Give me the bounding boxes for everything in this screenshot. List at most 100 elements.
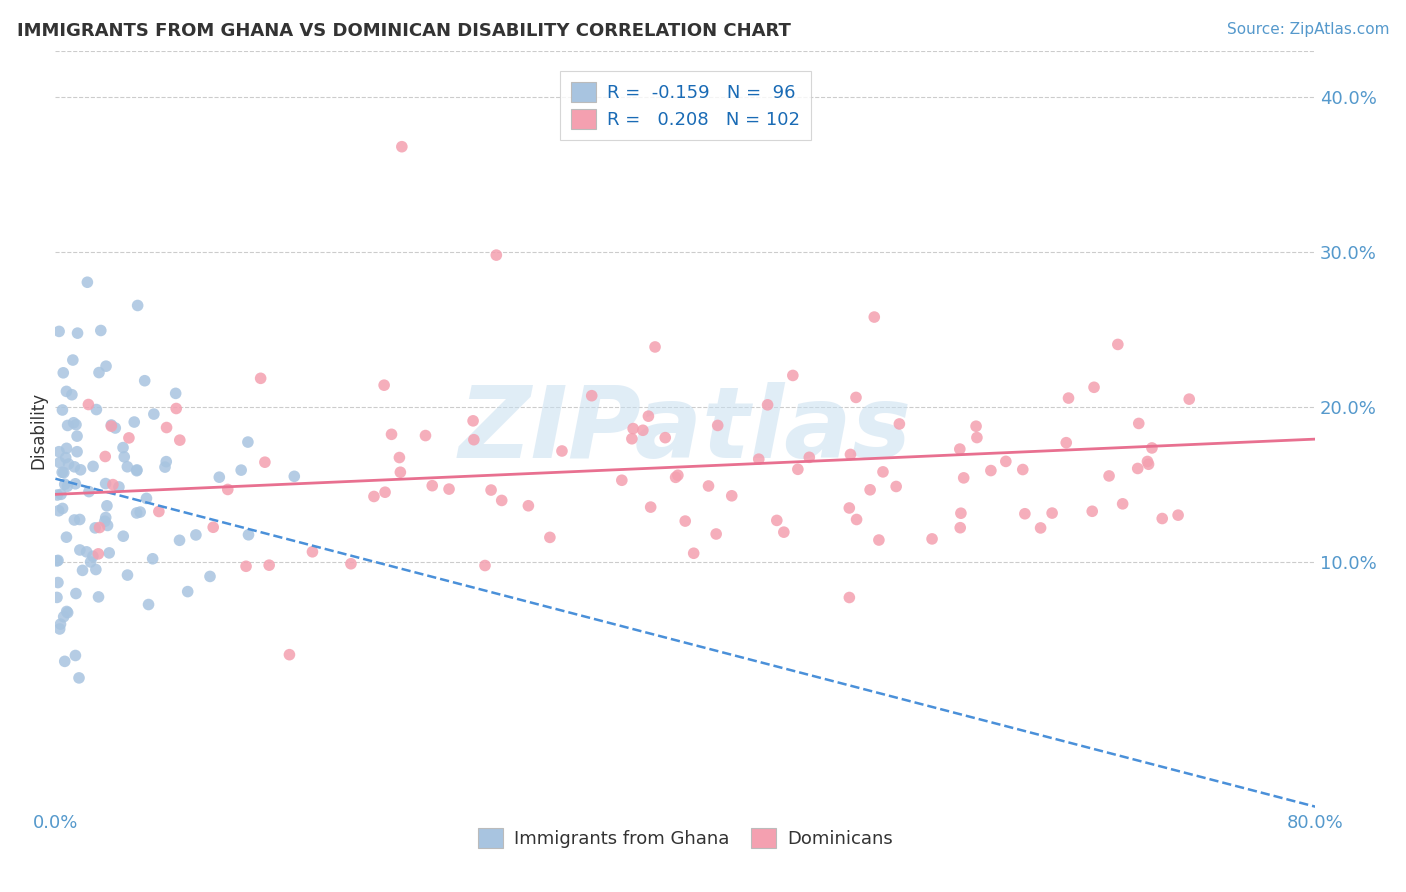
Point (373, 378, 395, 392)
Point (65, 586, 87, 600)
Point (138, 598, 160, 612)
Point (697, 479, 720, 493)
Point (517, 499, 540, 513)
Point (868, 533, 890, 547)
Point (949, 442, 972, 456)
Point (474, 558, 496, 573)
Point (463, 433, 485, 447)
Point (772, 525, 794, 540)
Point (52, 366, 75, 380)
Point (363, 490, 385, 504)
Point (84, 562, 107, 576)
Point (1011, 462, 1033, 476)
Point (1081, 504, 1104, 518)
Point (980, 464, 1002, 478)
Point (65, 417, 87, 432)
Point (666, 468, 689, 483)
Point (125, 464, 148, 478)
Point (889, 417, 911, 431)
Point (86, 402, 108, 417)
Point (631, 423, 654, 437)
Point (278, 648, 301, 662)
Point (236, 435, 259, 450)
Point (1126, 461, 1149, 475)
Point (155, 455, 177, 469)
Point (65, 648, 87, 663)
Point (84, 521, 107, 535)
Point (122, 415, 145, 429)
Point (127, 298, 149, 312)
Point (949, 506, 972, 520)
Point (60, 388, 83, 402)
Point (129, 505, 152, 519)
Point (340, 557, 363, 571)
Point (46, 553, 69, 567)
Point (184, 528, 207, 542)
Text: ZIPatlas: ZIPatlas (458, 382, 912, 479)
Point (153, 460, 176, 475)
Point (1140, 441, 1163, 455)
Point (104, 421, 127, 435)
Point (461, 414, 484, 428)
Point (765, 513, 787, 527)
Point (704, 527, 727, 541)
Point (621, 421, 644, 435)
Legend: R =  -0.159   N =  96, R =   0.208   N = 102: R = -0.159 N = 96, R = 0.208 N = 102 (560, 71, 811, 140)
Point (51, 403, 73, 417)
Point (94, 514, 117, 528)
Point (1152, 511, 1174, 525)
Point (55, 384, 77, 399)
Point (301, 545, 323, 559)
Point (748, 452, 770, 467)
Point (845, 391, 868, 405)
Point (46, 554, 69, 568)
Y-axis label: Disability: Disability (30, 392, 46, 468)
Point (52, 466, 75, 480)
Point (838, 500, 860, 515)
Text: Source: ZipAtlas.com: Source: ZipAtlas.com (1226, 22, 1389, 37)
Point (665, 470, 688, 484)
Point (118, 431, 141, 445)
Point (67, 671, 90, 685)
Point (87, 590, 110, 604)
Point (1107, 337, 1129, 351)
Point (838, 591, 860, 605)
Point (756, 398, 779, 412)
Point (55, 442, 77, 456)
Point (884, 479, 907, 493)
Point (94, 450, 117, 464)
Point (1014, 507, 1036, 521)
Point (859, 483, 882, 497)
Point (1098, 469, 1121, 483)
Point (202, 520, 225, 534)
Point (863, 310, 886, 324)
Point (55, 530, 77, 544)
Point (96, 499, 118, 513)
Point (112, 529, 135, 543)
Point (76, 545, 98, 559)
Point (1057, 391, 1080, 405)
Point (56, 479, 79, 493)
Point (706, 418, 728, 433)
Point (437, 482, 460, 496)
Point (1136, 454, 1159, 468)
Point (51, 501, 73, 516)
Point (56, 418, 79, 433)
Point (63, 513, 86, 527)
Point (96, 518, 118, 533)
Point (1137, 457, 1160, 471)
Point (1167, 508, 1189, 523)
Point (415, 428, 437, 442)
Point (79, 555, 101, 569)
Point (208, 470, 231, 484)
Point (257, 558, 280, 573)
Point (551, 444, 574, 458)
Point (125, 506, 148, 520)
Point (538, 530, 561, 544)
Point (491, 493, 513, 508)
Point (581, 389, 603, 403)
Point (48, 504, 70, 518)
Point (66, 429, 89, 443)
Point (1029, 521, 1052, 535)
Point (217, 483, 239, 497)
